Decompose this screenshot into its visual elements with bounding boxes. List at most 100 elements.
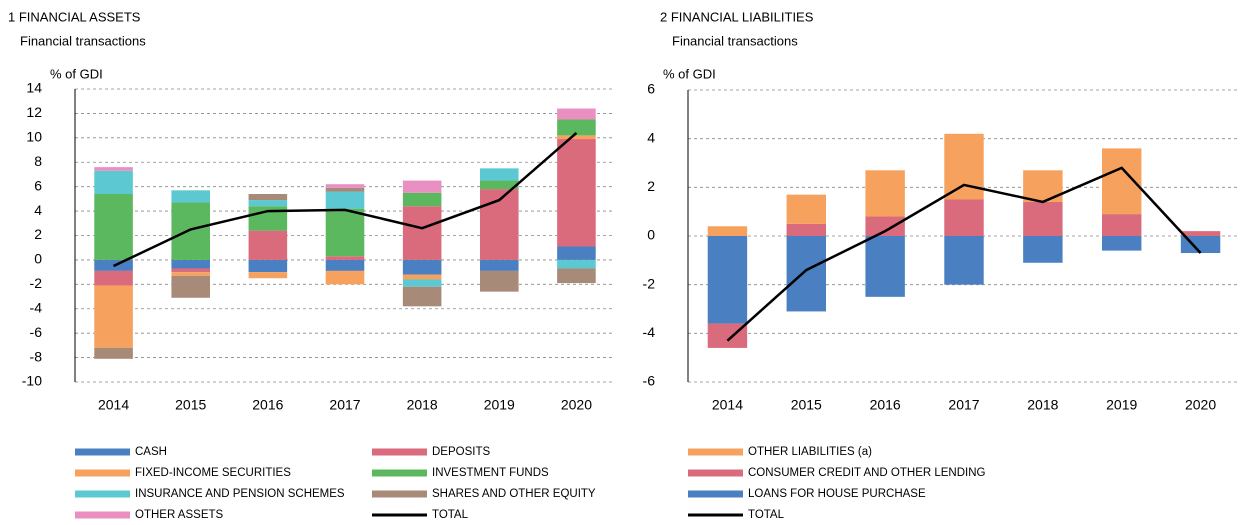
y-tick-label: 0: [647, 227, 655, 243]
bar-segment: [325, 270, 365, 285]
bar-segment: [865, 236, 905, 297]
bar-segment: [402, 259, 442, 275]
legend-swatch: [372, 448, 427, 456]
legend-swatch: [75, 448, 130, 456]
x-tick-label: 2019: [1106, 397, 1137, 413]
y-tick-label: 4: [647, 129, 655, 145]
bar-segment: [1180, 231, 1221, 236]
legend-swatch: [688, 490, 743, 498]
x-tick-label: 2016: [252, 397, 283, 413]
bar-segment: [1023, 236, 1063, 263]
x-tick-label: 2020: [561, 397, 592, 413]
y-axis-label: % of GDI: [50, 66, 103, 81]
bar-segment: [402, 192, 442, 207]
y-tick-label: 0: [34, 251, 42, 267]
x-tick-label: 2015: [791, 397, 822, 413]
y-tick-label: 4: [34, 202, 42, 218]
y-tick-label: -4: [643, 324, 656, 340]
bar-segment: [944, 236, 984, 285]
y-tick-label: 6: [34, 177, 42, 193]
bar-segment: [171, 259, 210, 269]
bar-segment: [248, 230, 288, 260]
bar-segment: [786, 236, 826, 312]
legend-label: TOTAL: [432, 509, 469, 521]
bar-segment: [94, 167, 133, 171]
bar-segment: [325, 191, 365, 209]
bar-segment: [480, 168, 519, 181]
bar-segment: [707, 226, 748, 236]
chart-subtitle: Financial transactions: [20, 33, 146, 48]
bar-segment: [325, 208, 365, 257]
total-line: [113, 132, 578, 268]
bar-segment: [480, 180, 519, 190]
bar-segment: [94, 285, 133, 348]
bar-segment: [1102, 214, 1142, 236]
y-tick-label: 8: [34, 153, 42, 169]
legend-swatch: [75, 511, 130, 519]
bar-segment: [325, 184, 365, 188]
bar-segment: [557, 119, 596, 136]
bar-segment: [402, 279, 442, 287]
y-tick-label: 12: [26, 104, 42, 120]
bar-segment: [325, 259, 365, 271]
bar-segment: [557, 139, 596, 247]
legend-swatch: [75, 490, 130, 498]
bar-segment: [402, 180, 442, 193]
bar-segment: [94, 347, 133, 359]
bar-segment: [171, 268, 210, 273]
legend-label: INSURANCE AND PENSION SCHEMES: [135, 488, 345, 500]
legend-swatch: [372, 469, 427, 477]
bar-segment: [248, 200, 288, 207]
bar-segment: [786, 223, 826, 236]
bar-segment: [248, 259, 288, 273]
bar-segment: [325, 187, 365, 192]
y-tick-label: -6: [643, 373, 656, 389]
y-tick-label: -6: [30, 324, 43, 340]
x-tick-label: 2014: [712, 397, 743, 413]
bar-segment: [786, 194, 826, 224]
x-tick-label: 2019: [484, 397, 515, 413]
bar-segment: [94, 193, 133, 260]
bar-segment: [171, 190, 210, 203]
legend-label: INVESTMENT FUNDS: [432, 467, 549, 479]
bar-segment: [94, 270, 133, 286]
bar-segment: [557, 259, 596, 269]
legend-swatch: [75, 469, 130, 477]
y-tick-label: -2: [643, 275, 656, 291]
y-tick-label: -4: [30, 299, 43, 315]
chart-subtitle: Financial transactions: [672, 33, 798, 48]
x-tick-label: 2014: [98, 397, 129, 413]
y-tick-label: 2: [647, 178, 655, 194]
legend-label: DEPOSITS: [432, 446, 490, 458]
bar-segment: [171, 202, 210, 260]
x-tick-label: 2017: [329, 397, 360, 413]
y-tick-label: 6: [647, 81, 655, 97]
bar-segment: [402, 274, 442, 280]
bar-segment: [325, 256, 365, 260]
bar-segment: [944, 199, 984, 236]
bar-segment: [944, 133, 984, 200]
y-tick-label: 2: [34, 226, 42, 242]
bar-segment: [402, 206, 442, 260]
y-axis-label: % of GDI: [663, 66, 716, 81]
bar-segment: [865, 216, 905, 236]
bar-segment: [402, 286, 442, 307]
bar-segment: [171, 272, 210, 276]
legend-label: CASH: [135, 446, 167, 458]
y-tick-label: -10: [22, 373, 42, 389]
legend-label: LOANS FOR HOUSE PURCHASE: [748, 488, 926, 500]
bar-segment: [171, 275, 210, 298]
bar-segment: [1102, 236, 1142, 251]
y-tick-label: -2: [30, 275, 43, 291]
bar-segment: [557, 108, 596, 120]
bar-segment: [248, 193, 288, 201]
legend-swatch: [688, 469, 743, 477]
legend-label: OTHER LIABILITIES (a): [748, 446, 872, 458]
y-tick-label: 10: [26, 129, 42, 145]
total-line: [726, 166, 1202, 342]
y-tick-label: 14: [26, 80, 42, 96]
legend-label: CONSUMER CREDIT AND OTHER LENDING: [748, 467, 986, 479]
bar-segment: [865, 170, 905, 217]
legend-swatch: [688, 448, 743, 456]
